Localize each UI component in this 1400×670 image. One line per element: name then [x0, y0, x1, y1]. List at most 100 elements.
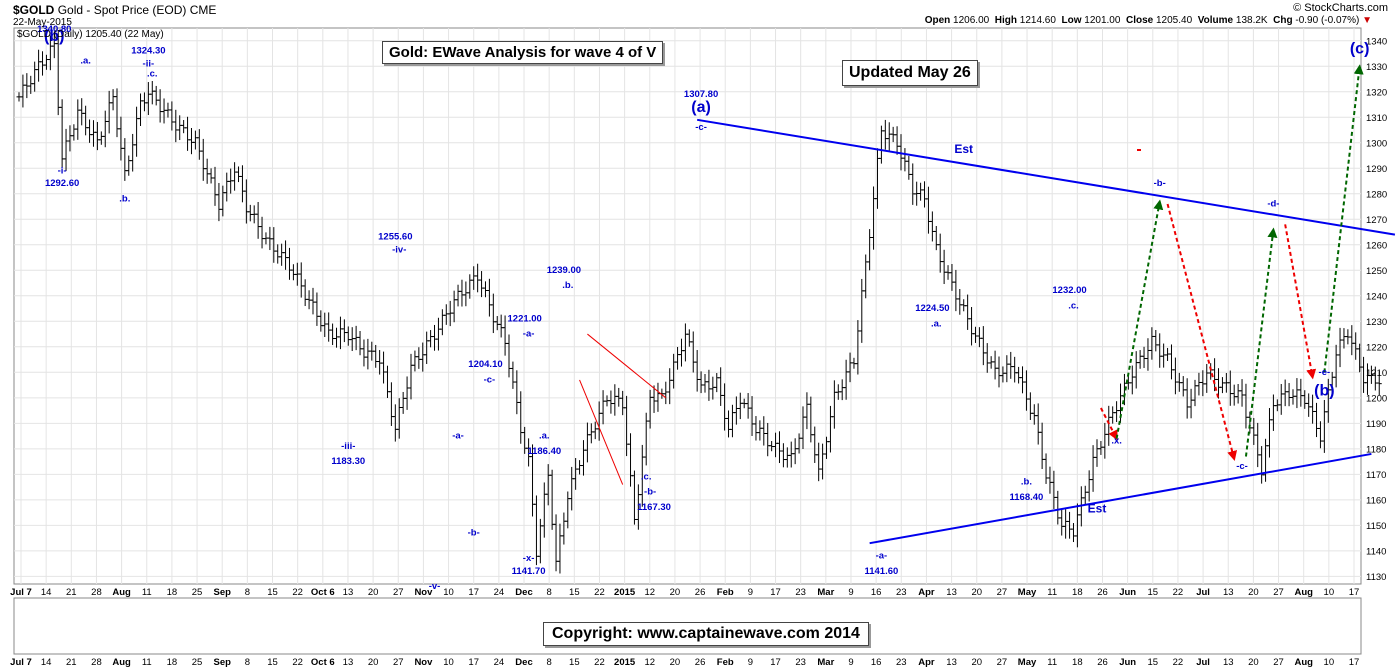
- grid-lines: [14, 28, 1361, 584]
- header-date: 22-May-2015: [13, 17, 72, 28]
- wave-label: 1204.10: [468, 359, 502, 370]
- x-tick-label-bottom: 23: [795, 657, 806, 668]
- x-tick-label-bottom: 15: [569, 657, 580, 668]
- y-axis: 1130 1140 1150 1160 1170 1180 1190 1200 1210 1220…: [1366, 36, 1387, 583]
- wave-label: -i-: [58, 165, 67, 176]
- x-tick-label: 10: [443, 587, 454, 598]
- x-tick-label: 27: [1273, 587, 1284, 598]
- x-tick-label-bottom: Nov: [414, 657, 433, 668]
- x-tick-label: 22: [292, 587, 303, 598]
- wave-label: .c.: [147, 68, 158, 79]
- x-tick-label: 17: [468, 587, 479, 598]
- chg-label: Chg: [1273, 15, 1293, 26]
- x-tick-label-bottom: 17: [1349, 657, 1360, 668]
- x-tick-label-bottom: 17: [770, 657, 781, 668]
- wave-label: 1324.30: [131, 46, 165, 57]
- x-tick-label-bottom: 9: [848, 657, 853, 668]
- wave-label: 1224.50: [915, 303, 949, 314]
- wave-label: -b-: [468, 528, 480, 539]
- x-tick-label-bottom: 25: [192, 657, 203, 668]
- y-tick-label: 1220: [1366, 342, 1387, 353]
- volume-label: Volume: [1197, 15, 1234, 26]
- wave-label: 1307.80: [684, 89, 718, 100]
- x-tick-label: 27: [393, 587, 404, 598]
- x-tick-label-bottom: 18: [1072, 657, 1083, 668]
- x-tick-label-bottom: 8: [547, 657, 552, 668]
- low-label: Low: [1061, 15, 1082, 26]
- x-tick-label: 18: [1072, 587, 1083, 598]
- volume-value: 138.2K: [1235, 15, 1268, 26]
- x-axis-bottom: Jul 7 14 21 28 Aug 11 18 25 Sep 8 15 22 Oct 6 13 20 27 N…: [10, 657, 1359, 668]
- y-tick-label: 1230: [1366, 317, 1387, 328]
- exchange-text: CME: [189, 3, 217, 17]
- x-tick-label: 10: [1324, 587, 1335, 598]
- wave-label: .b.: [1021, 477, 1032, 488]
- x-tick-label: 16: [871, 587, 882, 598]
- x-tick-label: 17: [770, 587, 781, 598]
- x-tick-label: May: [1018, 587, 1037, 598]
- x-tick-label-bottom: Sep: [213, 657, 231, 668]
- x-tick-label: Jun: [1119, 587, 1136, 598]
- x-tick-label: 20: [971, 587, 982, 598]
- wave-label: (a): [691, 99, 711, 116]
- analysis-title-box: Gold: EWave Analysis for wave 4 of V: [382, 41, 664, 64]
- x-tick-label: 11: [142, 587, 152, 598]
- x-tick-label: 14: [41, 587, 52, 598]
- wave-label: (b): [1314, 382, 1334, 399]
- x-tick-label: 20: [1248, 587, 1259, 598]
- x-tick-label: Aug: [1294, 587, 1313, 598]
- projection-arrow-up: [1115, 199, 1164, 439]
- updated-box: Updated May 26: [842, 60, 978, 86]
- x-tick-label: 18: [167, 587, 178, 598]
- wave-label: -b-: [1154, 178, 1166, 189]
- x-tick-label: 13: [1223, 587, 1234, 598]
- x-tick-label: 12: [644, 587, 655, 598]
- trendline-lower-est: [869, 452, 1372, 545]
- wave-label: -e-: [1319, 367, 1331, 378]
- title-text: Gold - Spot Price (EOD): [57, 3, 187, 17]
- y-tick-label: 1330: [1366, 62, 1387, 73]
- x-tick-label: Apr: [918, 587, 935, 598]
- x-tick-label: 21: [66, 587, 77, 598]
- close-label: Close: [1125, 15, 1154, 26]
- x-tick-label: 2015: [614, 587, 636, 598]
- x-tick-label-bottom: 22: [1173, 657, 1184, 668]
- wave-label: 1221.00: [508, 313, 542, 324]
- y-tick-label: 1300: [1366, 138, 1387, 149]
- y-tick-label: 1200: [1366, 393, 1387, 404]
- x-tick-label: Feb: [717, 587, 734, 598]
- wave-label: .c.: [1068, 301, 1079, 312]
- x-tick-label: 28: [91, 587, 102, 598]
- y-tick-label: 1240: [1366, 291, 1387, 302]
- copyright-box: Copyright: www.captainewave.com 2014: [543, 622, 869, 646]
- y-tick-label: 1280: [1366, 189, 1387, 200]
- high-value: 1214.60: [1019, 15, 1056, 26]
- x-tick-label-bottom: 17: [468, 657, 479, 668]
- x-tick-label-bottom: 13: [946, 657, 957, 668]
- x-tick-label-bottom: 27: [393, 657, 404, 668]
- x-tick-label-bottom: 12: [644, 657, 655, 668]
- x-tick-label: 13: [946, 587, 957, 598]
- x-tick-label-bottom: 11: [1047, 657, 1057, 668]
- wave-label: 1232.00: [1052, 285, 1086, 296]
- wave-label: -c-: [484, 375, 496, 386]
- chg-value: -0.90 (-0.07%): [1295, 15, 1360, 26]
- x-tick-label-bottom: May: [1018, 657, 1037, 668]
- x-tick-label-bottom: 20: [670, 657, 681, 668]
- x-tick-label-bottom: 22: [594, 657, 605, 668]
- x-tick-label: 20: [368, 587, 379, 598]
- x-tick-label-bottom: Oct 6: [311, 657, 335, 668]
- x-tick-label: Mar: [817, 587, 834, 598]
- y-tick-label: 1160: [1366, 495, 1386, 506]
- wave-label: -x-: [523, 553, 535, 564]
- trendline-upper-est: [696, 118, 1396, 236]
- high-label: High: [994, 15, 1017, 26]
- open-label: Open: [924, 15, 951, 26]
- wave-label: -c-: [1236, 461, 1248, 472]
- wave-label: -iv-: [392, 244, 406, 255]
- y-tick-label: 1130: [1366, 572, 1386, 583]
- wave-label: 1292.60: [45, 178, 79, 189]
- wave-label: 1168.40: [1010, 492, 1044, 503]
- wave-label: -d-: [1267, 199, 1279, 210]
- x-tick-label: 15: [267, 587, 278, 598]
